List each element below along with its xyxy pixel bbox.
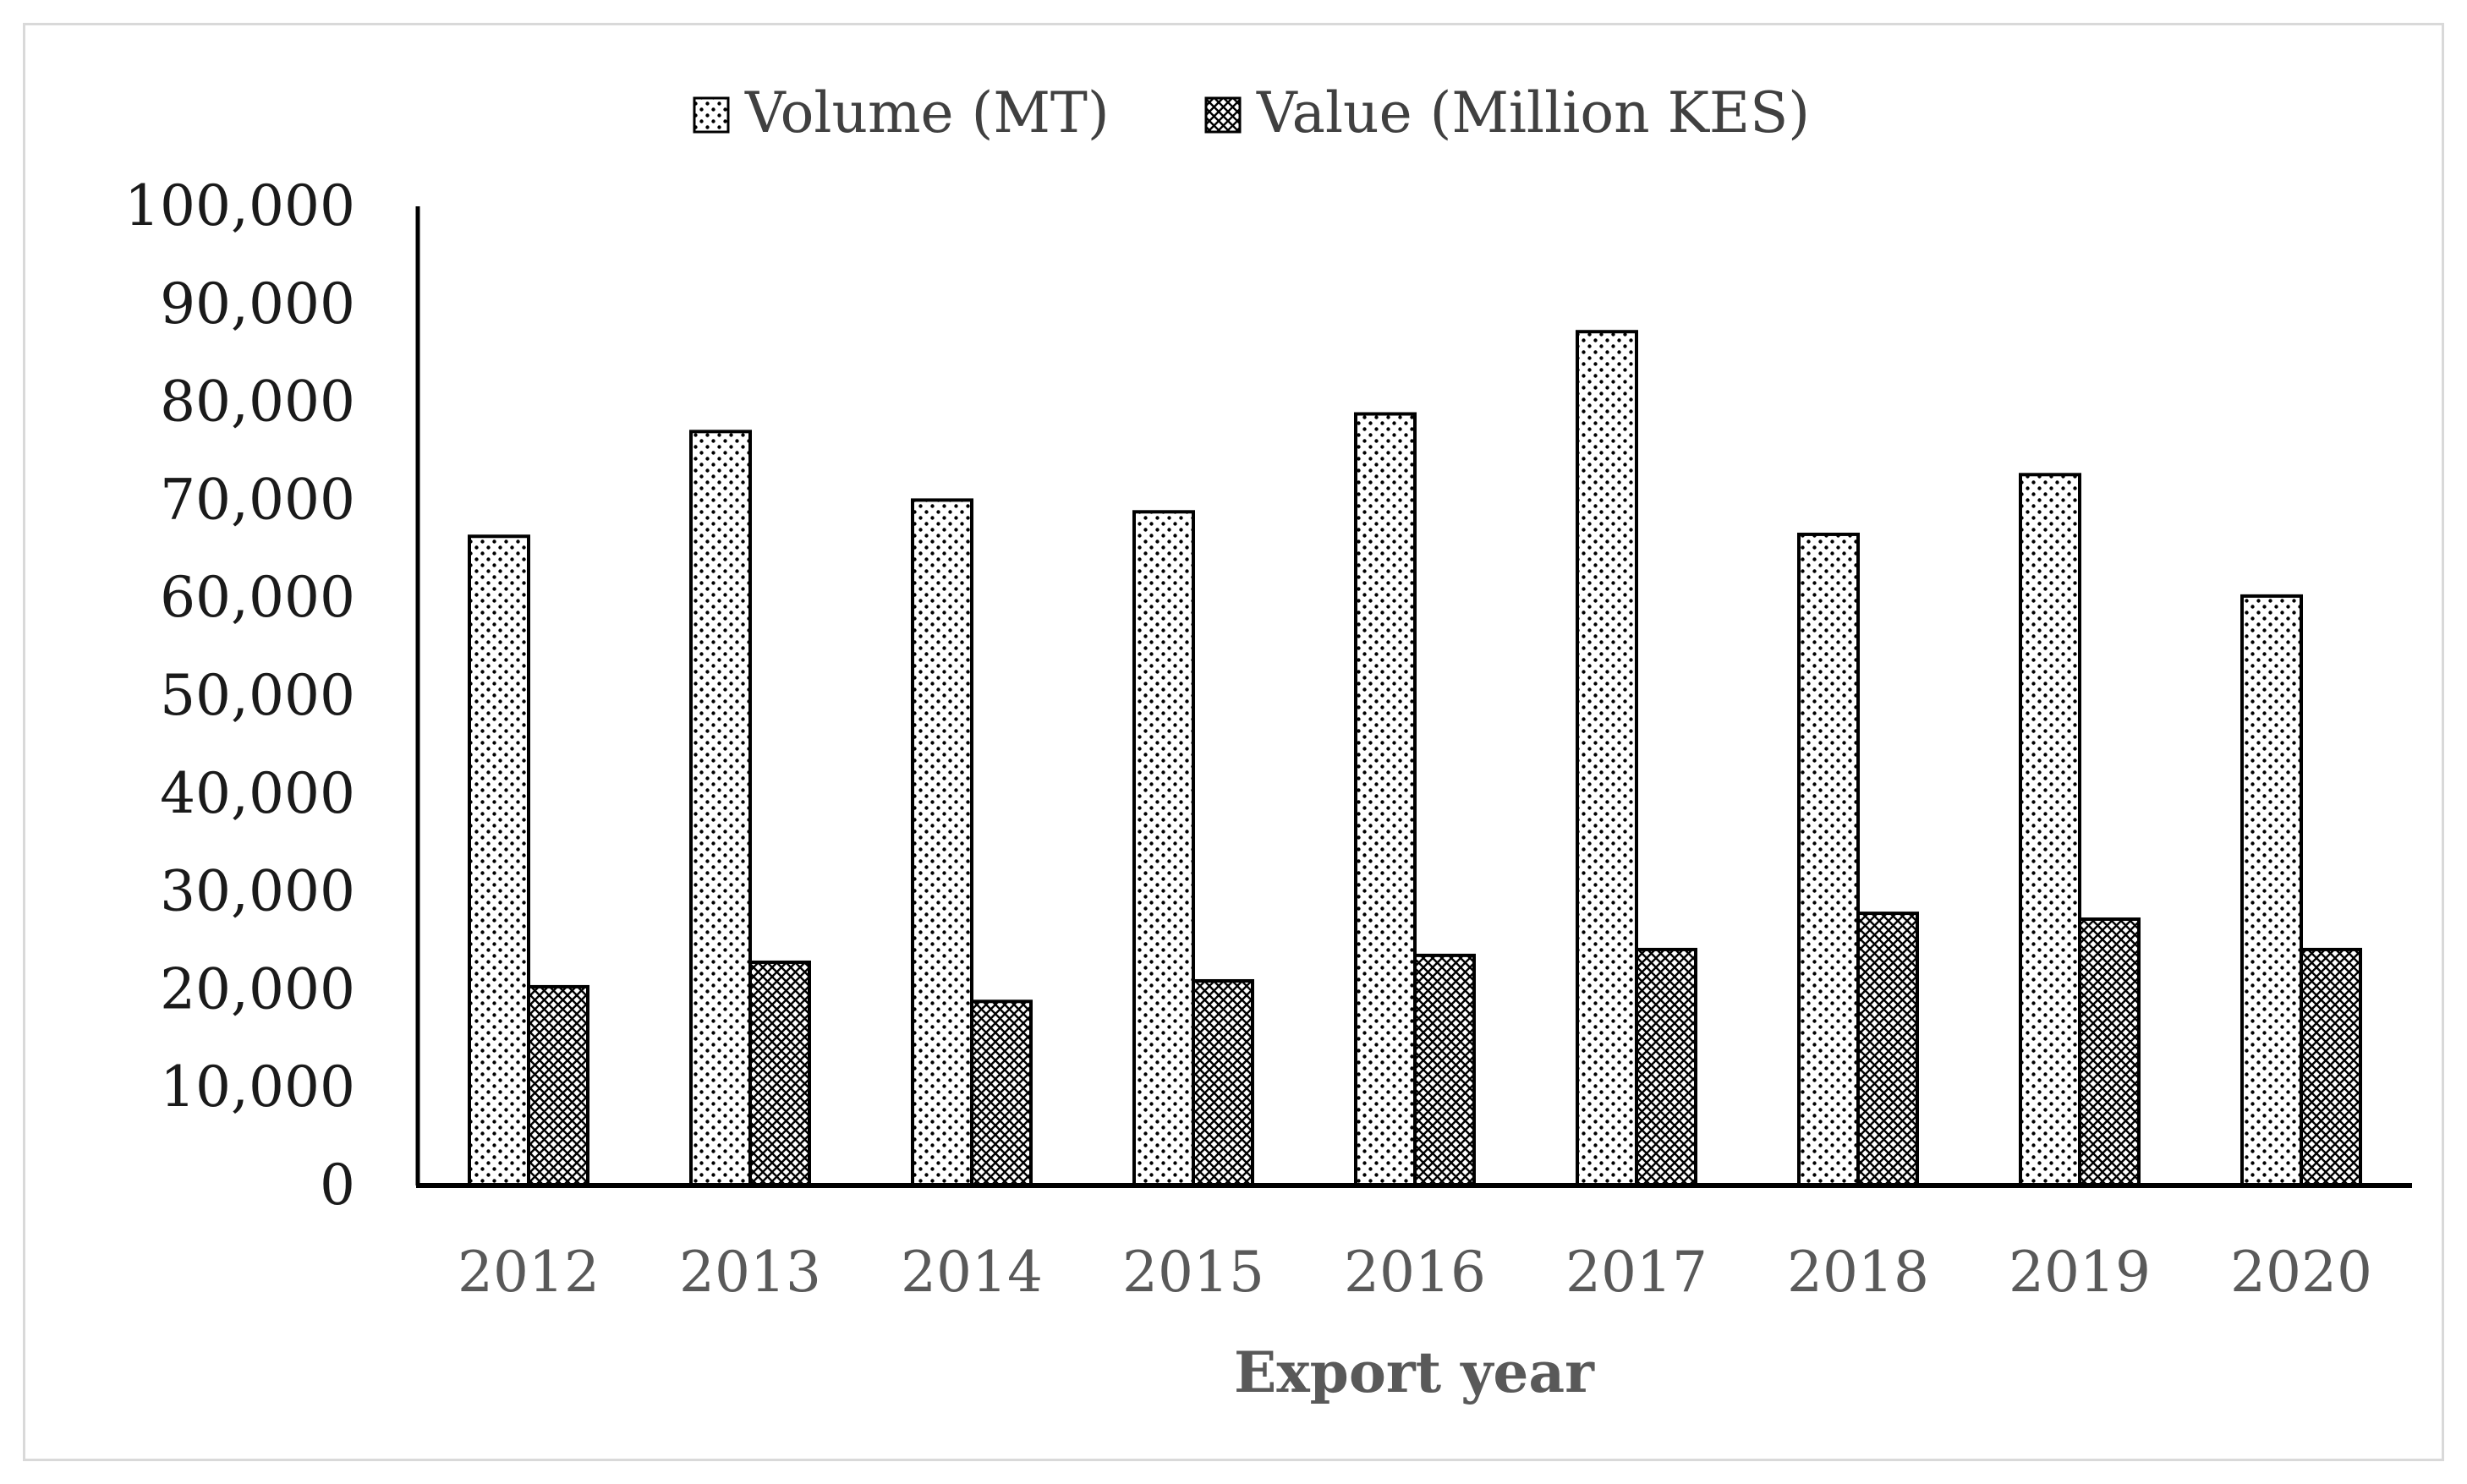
bar-value-2013 [748,960,811,1187]
x-axis-tick-labels: 2012 2013 2014 2015 2016 2017 2018 2019 2020 [458,1240,2372,1305]
bar-value-2019 [2078,917,2141,1188]
y-tick-label: 90,000 [160,271,355,337]
legend-swatch-volume [693,96,730,134]
y-tick-label: 40,000 [160,761,355,826]
bar-volume-2013 [689,430,752,1187]
legend-item-value: Value (Million KES) [1204,80,1810,145]
y-tick-label: 60,000 [160,565,355,630]
y-tick-label: 70,000 [160,467,355,532]
x-tick-label-2016: 2016 [1344,1240,1486,1305]
bar-volume-2018 [1797,532,1860,1187]
bar-value-2017 [1635,947,1697,1187]
x-tick-label-2019: 2019 [2009,1240,2151,1305]
legend-label-volume: Volume (MT) [744,80,1110,145]
y-tick-label: 30,000 [160,859,355,924]
y-tick-label: 10,000 [160,1054,355,1120]
bar-value-2018 [1856,912,1919,1188]
bar-volume-2014 [911,498,973,1187]
bar-volume-2015 [1132,510,1195,1187]
x-tick-label-2013: 2013 [679,1240,821,1305]
bar-volume-2012 [468,534,530,1187]
x-tick-label-2014: 2014 [901,1240,1043,1305]
x-tick-label-2017: 2017 [1565,1240,1708,1305]
bar-value-2015 [1192,978,1254,1188]
bars [468,330,2362,1188]
y-tick-label: 50,000 [160,663,355,728]
legend-item-volume: Volume (MT) [693,80,1110,145]
y-tick-label: 20,000 [160,956,355,1021]
y-tick-label: 100,000 [124,173,355,238]
x-tick-label-2018: 2018 [1787,1240,1929,1305]
x-tick-label-2015: 2015 [1122,1240,1264,1305]
x-tick-label-2012: 2012 [458,1240,600,1305]
bar-volume-2017 [1576,330,1638,1187]
y-axis-tick-labels: 0 10,000 20,000 30,000 40,000 50,000 60,000 70,… [124,173,355,1218]
bar-value-2020 [2300,947,2362,1187]
y-tick-label: 0 [320,1153,355,1218]
bar-value-2014 [970,999,1033,1188]
bar-volume-2019 [2019,473,2081,1187]
x-axis-title: Export year [1234,1339,1595,1405]
bar-value-2016 [1413,953,1476,1187]
bar-value-2012 [527,984,589,1188]
x-tick-label-2020: 2020 [2230,1240,2372,1305]
legend-swatch-value [1204,96,1242,134]
legend: Volume (MT) Value (Million KES) [693,80,1810,145]
y-tick-label: 80,000 [160,370,355,435]
bar-volume-2020 [2240,594,2303,1187]
bar-volume-2016 [1354,412,1417,1188]
legend-label-value: Value (Million KES) [1256,80,1810,145]
